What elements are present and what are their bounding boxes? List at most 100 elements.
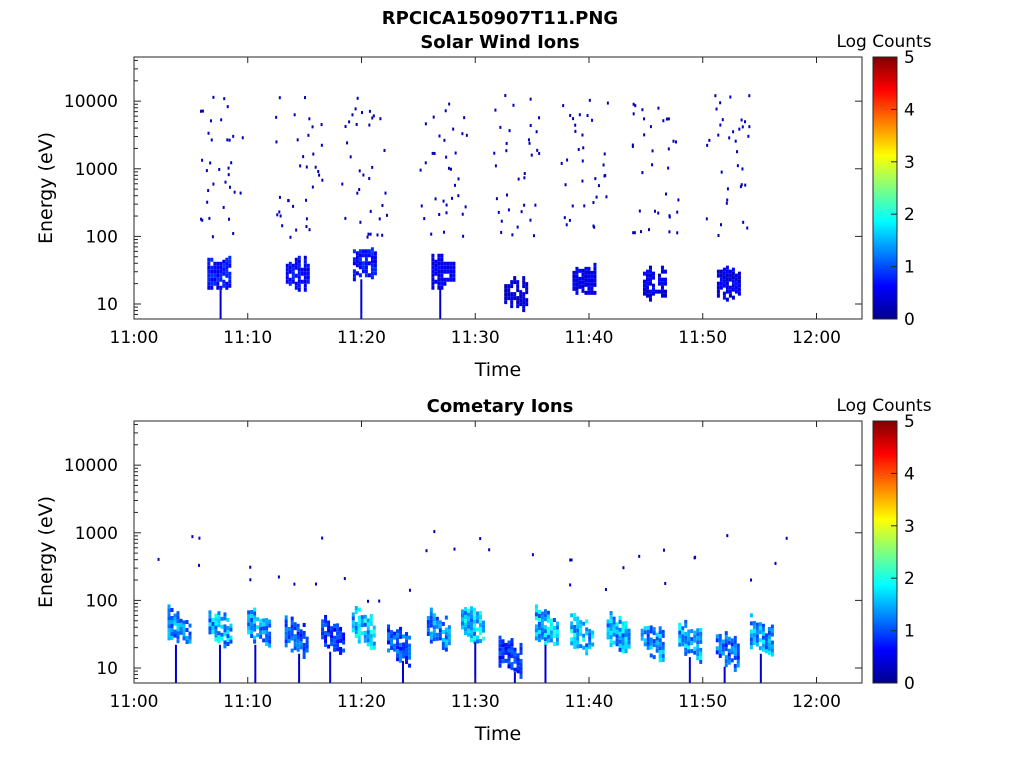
heatmap-cell — [226, 634, 230, 639]
axes-frame — [133, 420, 863, 684]
heatmap-cell — [441, 637, 445, 642]
heatmap-cell — [390, 646, 394, 651]
heatmap-cell — [290, 620, 294, 625]
heatmap-cell — [336, 635, 340, 640]
heatmap-cell — [741, 167, 744, 171]
heatmap-cell — [498, 659, 502, 664]
heatmap-cell — [363, 622, 367, 627]
heatmap-cell — [678, 642, 682, 647]
colorbar-tick-label: 4 — [904, 100, 915, 120]
heatmap-cell — [752, 640, 756, 645]
heatmap-cell — [216, 269, 220, 274]
heatmap-cell — [372, 629, 376, 634]
heatmap-cell — [588, 98, 591, 102]
heatmap-cell — [222, 205, 225, 209]
heatmap-cell — [573, 632, 577, 637]
heatmap-cell — [278, 195, 281, 199]
heatmap-cell — [333, 635, 337, 640]
heatmap-cell — [170, 608, 174, 613]
heatmap-cell — [291, 271, 295, 276]
heatmap-cell — [662, 119, 665, 123]
heatmap-cell — [447, 641, 451, 646]
heatmap-cell — [435, 624, 439, 629]
heatmap-cell — [441, 621, 445, 626]
y-tick-label: 10 — [96, 295, 118, 315]
heatmap-cell — [501, 643, 505, 648]
heatmap-cell — [693, 638, 697, 643]
heatmap-cell — [507, 640, 511, 645]
heatmap-cell — [431, 261, 435, 266]
heatmap-cell — [478, 631, 482, 636]
heatmap-cell — [357, 631, 361, 636]
heatmap-cell — [305, 640, 309, 645]
heatmap-cell — [307, 133, 310, 137]
heatmap-cell — [624, 629, 628, 634]
heatmap-cell — [770, 632, 774, 637]
heatmap-cell — [259, 622, 263, 627]
heatmap-cell — [370, 275, 374, 280]
heatmap-cell — [591, 630, 595, 635]
heatmap-cell — [247, 618, 251, 623]
heatmap-cell — [435, 616, 439, 621]
heatmap-cell — [188, 623, 192, 628]
heatmap-cell — [300, 271, 304, 276]
heatmap-cell — [284, 631, 288, 636]
heatmap-cell — [540, 635, 544, 640]
heatmap-cell — [318, 173, 321, 177]
heatmap-cell — [167, 636, 171, 641]
heatmap-cell — [677, 198, 680, 202]
heatmap-cell — [588, 628, 592, 633]
heatmap-cell — [291, 275, 295, 280]
heatmap-cell — [222, 271, 226, 276]
heatmap-cell — [586, 114, 589, 118]
heatmap-cell — [667, 147, 670, 151]
heatmap-cell — [228, 279, 232, 284]
heatmap-cell — [321, 635, 325, 640]
colorbar-tick-label: 5 — [904, 48, 915, 68]
heatmap-cell — [584, 278, 588, 283]
heatmap-cell — [201, 158, 204, 162]
heatmap-cell — [381, 203, 384, 207]
heatmap-cell — [648, 269, 652, 274]
heatmap-cell — [432, 613, 436, 618]
heatmap-cell — [733, 667, 737, 672]
heatmap-cell — [535, 130, 538, 134]
heatmap-cell — [447, 629, 451, 634]
heatmap-cell — [604, 587, 607, 591]
heatmap-cell — [330, 642, 334, 647]
heatmap-cell — [226, 638, 230, 643]
heatmap-cell — [725, 277, 729, 282]
heatmap-cell — [736, 164, 739, 168]
heatmap-cell — [531, 553, 534, 557]
heatmap-cell — [426, 631, 430, 636]
heatmap-cell — [696, 644, 700, 649]
heatmap-cell — [733, 643, 737, 648]
heatmap-cell — [288, 277, 292, 282]
heatmap-cell — [339, 638, 343, 643]
heatmap-cell — [302, 630, 306, 635]
heatmap-cell — [361, 111, 364, 115]
heatmap-cell — [588, 636, 592, 641]
heatmap-cell — [767, 638, 771, 643]
heatmap-cell — [543, 609, 547, 614]
heatmap-cell — [259, 634, 263, 639]
heatmap-cell — [341, 182, 344, 186]
heatmap-cell — [219, 289, 222, 319]
heatmap-cell — [624, 645, 628, 650]
heatmap-cell — [356, 96, 359, 100]
heatmap-cell — [734, 281, 738, 286]
heatmap-cell — [736, 659, 740, 664]
y-tick-label: 10000 — [64, 92, 118, 112]
heatmap-cell — [510, 300, 514, 305]
heatmap-cell — [581, 179, 584, 183]
heatmap-cell — [540, 619, 544, 624]
heatmap-cell — [609, 623, 613, 628]
heatmap-cell — [684, 639, 688, 644]
heatmap-cell — [445, 203, 448, 207]
heatmap-cell — [420, 204, 423, 208]
heatmap-cell — [684, 635, 688, 640]
heatmap-cell — [405, 660, 409, 665]
heatmap-cell — [715, 107, 718, 111]
heatmap-cell — [552, 618, 556, 623]
heatmap-cell — [297, 259, 301, 264]
